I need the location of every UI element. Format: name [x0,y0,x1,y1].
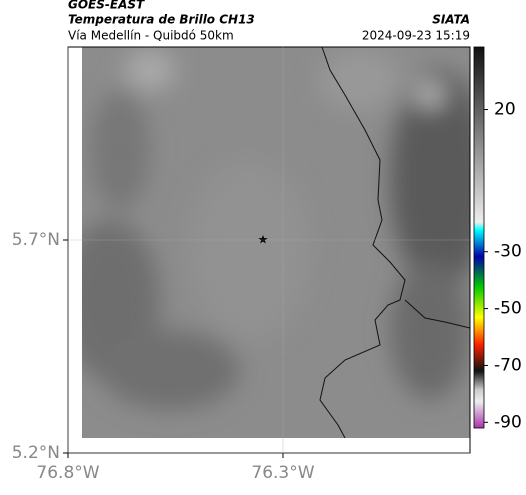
timestamp: 2024-09-23 15:19 [362,29,470,43]
colorbar [473,46,485,429]
product: Temperatura de Brillo CH13 [68,13,255,27]
x-tick-label: 76.8°W [36,463,99,483]
colorbar-tick-label: -70 [494,355,522,375]
source: SIATA [432,13,470,27]
x-tick-label: 76.3°W [251,463,314,483]
y-tick-label: 5.2°N [12,443,60,463]
satellite-image [82,47,470,438]
location-marker: ★ [258,233,269,247]
colorbar-tick-label: -90 [494,412,522,432]
colorbar-tick-label: -50 [494,299,522,319]
route: Vía Medellín - Quibdó 50km [68,29,234,43]
satellite: GOES-EAST [68,0,145,12]
colorbar-tick-label: -30 [494,242,522,262]
y-tick-label: 5.7°N [12,230,60,250]
colorbar-tick-label: 20 [494,100,516,120]
